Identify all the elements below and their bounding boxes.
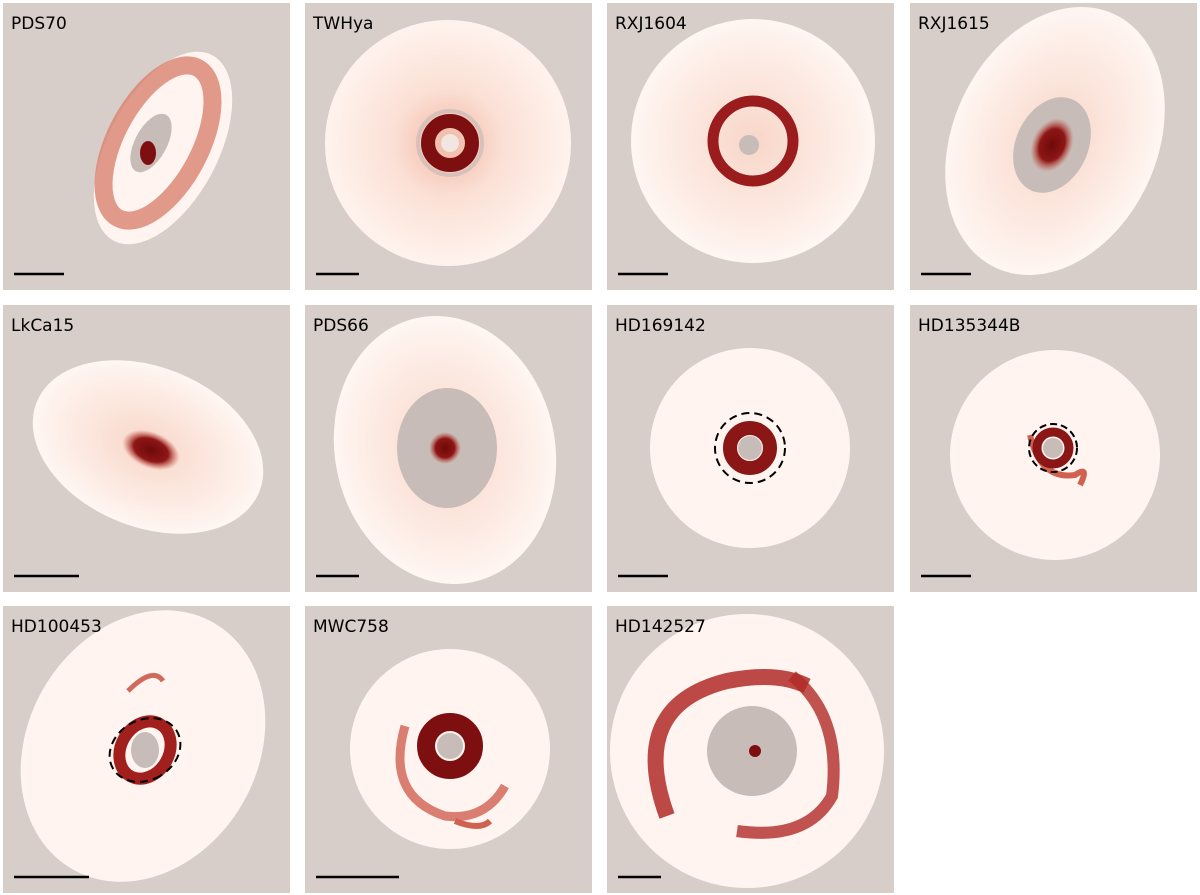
panel-label: HD100453: [11, 617, 102, 637]
panel: MWC758: [305, 606, 592, 893]
arc-2: [736, 671, 840, 839]
panel-label: TWHya: [312, 14, 373, 34]
core: [1030, 118, 1074, 172]
panel-label: LkCa15: [11, 316, 74, 336]
panel-image: [325, 20, 571, 266]
panel: PDS70: [3, 3, 290, 290]
panel-label: HD135344B: [918, 316, 1020, 336]
panel-label: RXJ1604: [615, 14, 687, 34]
arc-1: [647, 669, 811, 819]
halo: [416, 109, 484, 177]
arm-1: [395, 724, 509, 822]
panel-image: [350, 649, 550, 849]
ring: [94, 56, 222, 230]
ring: [113, 715, 177, 785]
panel-label: RXJ1615: [918, 14, 990, 34]
center: [441, 134, 459, 152]
arm: [126, 672, 166, 693]
center: [1043, 438, 1063, 458]
panel-image: [333, 315, 557, 585]
panel-label: HD142527: [615, 617, 706, 637]
star: [749, 745, 761, 757]
panel-label: HD169142: [615, 316, 706, 336]
dashed-ellipse: [108, 717, 182, 783]
panel: HD135344B: [910, 305, 1197, 592]
panel-image: [20, 610, 266, 882]
ring: [707, 95, 799, 187]
core: [429, 432, 461, 464]
ring: [417, 713, 483, 779]
panel: HD100453: [3, 606, 290, 893]
panel: RXJ1604: [607, 3, 894, 290]
panel-image: [610, 614, 884, 888]
dashed-circle: [1028, 423, 1078, 473]
center: [131, 732, 159, 768]
core: [122, 429, 180, 471]
panel-image: [650, 348, 850, 548]
center: [738, 436, 762, 460]
panel-image: [32, 360, 264, 534]
panel-image: [950, 350, 1160, 560]
cavity: [739, 135, 759, 155]
dashed-circle: [714, 412, 786, 484]
panel-label: MWC758: [313, 617, 389, 637]
panel-image: [93, 51, 233, 245]
panel: LkCa15: [3, 305, 290, 592]
panel-label: PDS70: [11, 14, 67, 34]
ring: [723, 421, 777, 475]
panel: HD169142: [607, 305, 894, 592]
panel-image: [945, 6, 1165, 276]
core: [140, 141, 156, 165]
panel: PDS66: [305, 305, 592, 592]
center: [437, 733, 463, 759]
panel: RXJ1615: [910, 3, 1197, 290]
panel-label: PDS66: [313, 316, 369, 336]
panel: TWHya: [305, 3, 592, 290]
core-ring: [421, 114, 479, 172]
arm-2: [453, 818, 493, 829]
panel-image: [631, 19, 875, 263]
panel: HD142527: [607, 606, 894, 893]
ring: [1032, 427, 1074, 469]
